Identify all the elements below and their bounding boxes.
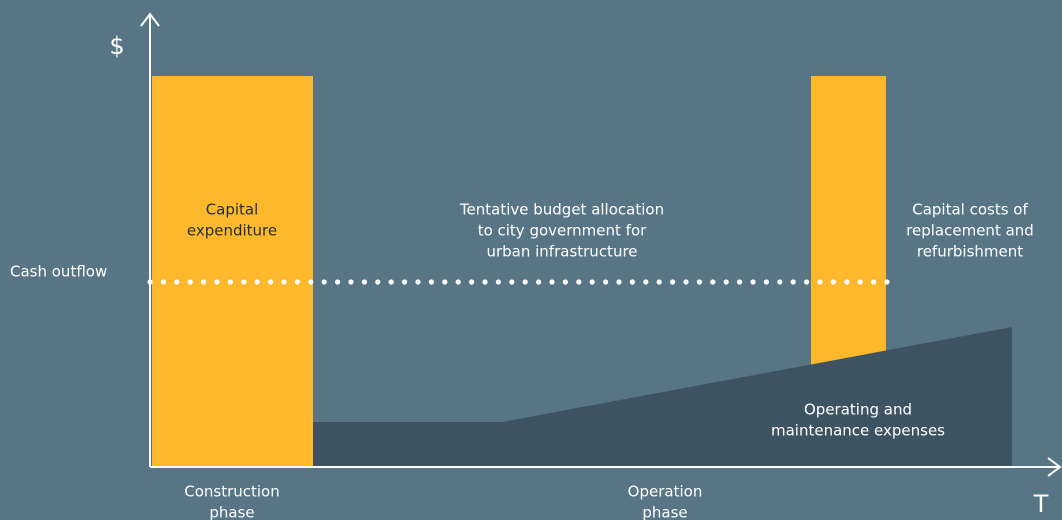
dot (549, 279, 555, 285)
dot (428, 279, 434, 285)
y-label: $ (109, 32, 124, 60)
dot (737, 279, 743, 285)
x-label: T (1033, 490, 1049, 518)
dot (763, 279, 770, 285)
dot (187, 279, 193, 285)
dot (321, 279, 327, 285)
dot (495, 279, 501, 285)
dot (361, 279, 367, 285)
capital-label: Capital (206, 201, 259, 219)
dot (402, 279, 408, 285)
dot (562, 279, 569, 285)
budget-label: to city government for (478, 222, 647, 240)
dot (589, 279, 595, 285)
y-arrow (140, 12, 160, 27)
dot (603, 279, 609, 285)
dot (750, 279, 756, 285)
dot (522, 279, 528, 285)
level-label: Cash outflow (10, 263, 107, 281)
dot (830, 279, 837, 285)
dot (871, 279, 877, 285)
budget-label: urban infrastructure (486, 243, 637, 261)
dotted-line (147, 279, 890, 285)
dot (375, 279, 381, 285)
replacement-bar (811, 76, 886, 376)
operating-label: Operating and (804, 401, 912, 419)
x-arrow (1047, 457, 1062, 477)
construction-phase-label: phase (209, 504, 254, 520)
dot (254, 279, 260, 285)
capital-bar (152, 76, 313, 467)
dot (790, 279, 796, 285)
dot (388, 279, 394, 285)
dot (308, 279, 314, 285)
dot (670, 279, 676, 285)
budget-label: Tentative budget allocation (459, 201, 664, 219)
dot (160, 279, 166, 285)
replacement-label: refurbishment (917, 243, 1023, 261)
dot (348, 279, 354, 285)
operation-phase-label: Operation (628, 483, 703, 501)
dot (509, 279, 515, 285)
dot (817, 279, 823, 285)
dot (643, 279, 649, 285)
dot (723, 279, 729, 285)
dot (281, 279, 287, 285)
dot (415, 279, 421, 285)
operation-phase-label: phase (642, 504, 687, 520)
capital-label: expenditure (187, 222, 277, 240)
dot (241, 279, 247, 285)
dot (482, 279, 488, 285)
dot (629, 279, 636, 285)
dot (656, 279, 662, 285)
dot (335, 279, 341, 285)
dot (174, 279, 180, 285)
dot (777, 279, 783, 285)
operating-label: maintenance expenses (771, 422, 945, 440)
dot (844, 279, 850, 285)
dot (455, 279, 461, 285)
dot (268, 279, 274, 285)
replacement-label: replacement and (906, 222, 1034, 240)
dot (710, 279, 716, 285)
dot (696, 279, 703, 285)
dot (214, 279, 220, 285)
dot (884, 279, 890, 285)
dot (201, 279, 207, 285)
dot (536, 279, 542, 285)
dot (294, 279, 300, 285)
dot (442, 279, 448, 285)
dot (227, 279, 233, 285)
construction-phase-label: Construction (184, 483, 280, 501)
replacement-label: Capital costs of (912, 201, 1028, 219)
dot (683, 279, 689, 285)
dot (857, 279, 863, 285)
dot (616, 279, 622, 285)
dot (804, 279, 810, 285)
dot (576, 279, 582, 285)
dot (469, 279, 475, 285)
operating-area (313, 327, 1012, 467)
